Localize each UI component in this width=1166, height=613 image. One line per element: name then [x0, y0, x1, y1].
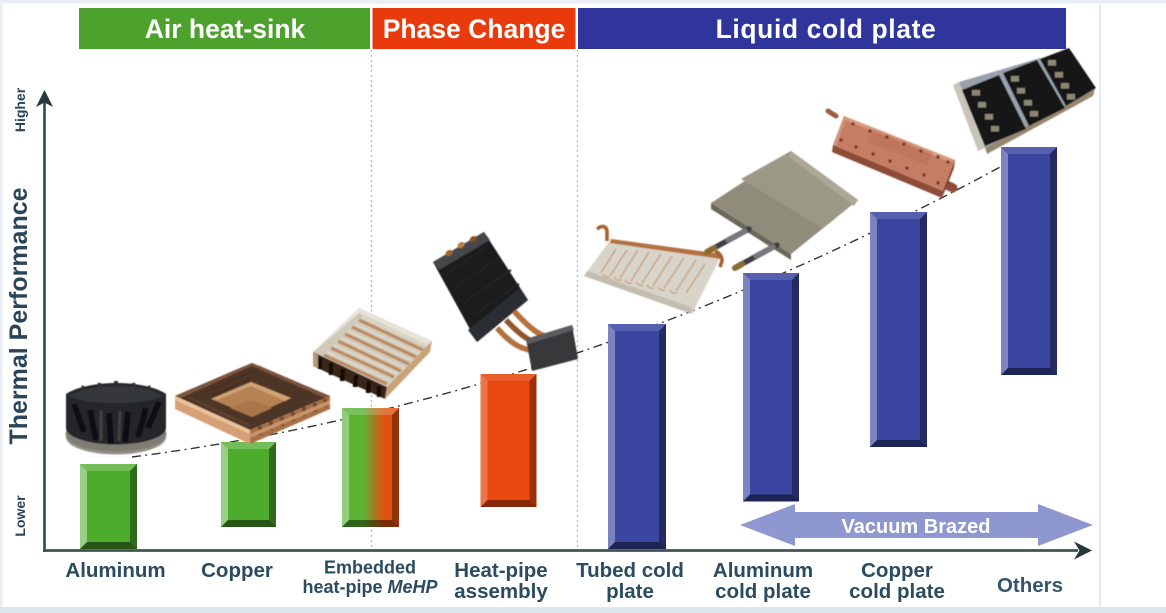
svg-text:cold plate: cold plate: [715, 580, 811, 603]
svg-text:Tubed cold: Tubed cold: [576, 559, 684, 582]
svg-text:assembly: assembly: [454, 580, 548, 603]
svg-text:Others: Others: [997, 574, 1063, 597]
svg-text:Aluminum: Aluminum: [65, 559, 165, 582]
svg-text:Phase Change: Phase Change: [383, 14, 566, 44]
svg-text:cold plate: cold plate: [849, 580, 945, 603]
svg-text:Heat-pipe: Heat-pipe: [454, 559, 547, 582]
svg-text:plate: plate: [606, 580, 654, 603]
svg-text:Liquid cold plate: Liquid cold plate: [716, 14, 937, 44]
svg-text:Copper: Copper: [861, 559, 933, 582]
svg-text:Lower: Lower: [12, 495, 28, 537]
svg-text:Copper: Copper: [201, 559, 273, 582]
svg-text:Vacuum Brazed: Vacuum Brazed: [842, 516, 991, 538]
svg-text:Thermal Performance: Thermal Performance: [5, 187, 33, 444]
svg-text:heat-pipe MeHP: heat-pipe MeHP: [302, 577, 438, 597]
svg-text:Higher: Higher: [12, 87, 28, 132]
svg-text:Aluminum: Aluminum: [713, 559, 813, 582]
svg-text:Embedded: Embedded: [324, 558, 416, 578]
svg-text:Air heat-sink: Air heat-sink: [145, 14, 306, 44]
